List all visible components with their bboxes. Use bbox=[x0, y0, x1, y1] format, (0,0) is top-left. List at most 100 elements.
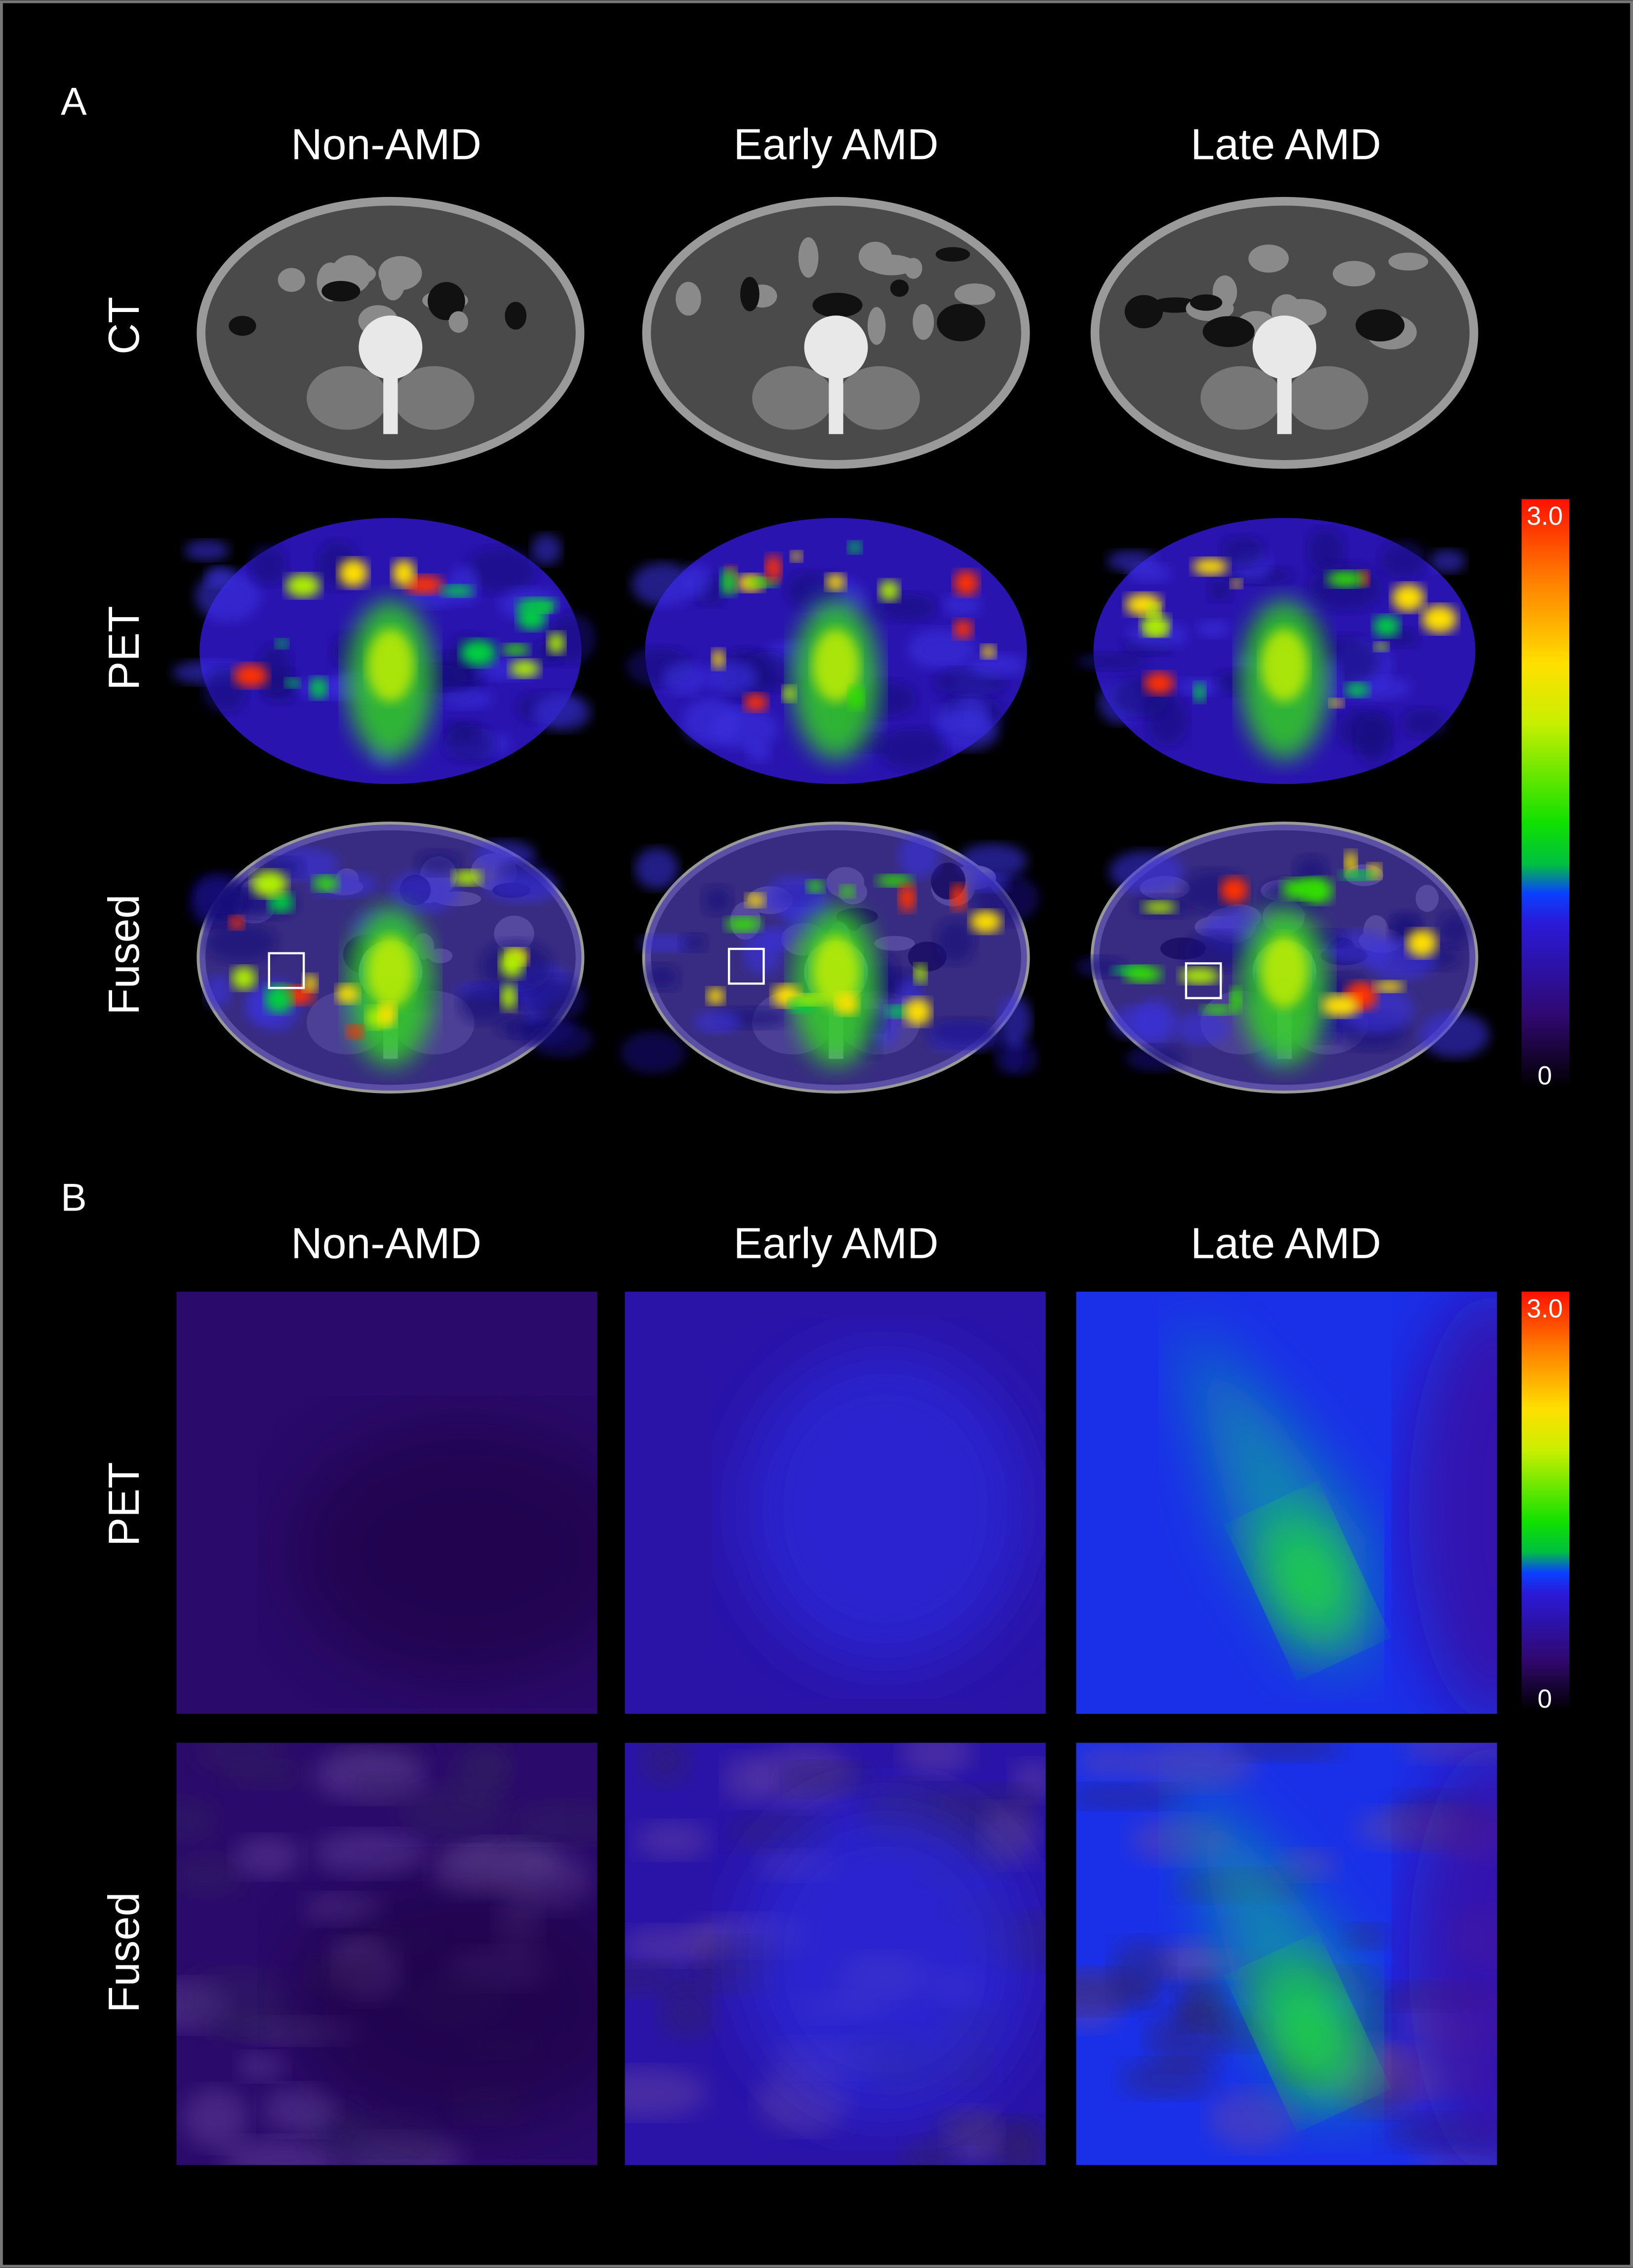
pet-noise bbox=[705, 661, 758, 694]
zoom-texture bbox=[900, 1743, 973, 1776]
pet-hotspot bbox=[1124, 966, 1162, 983]
pet-scan bbox=[1076, 518, 1475, 784]
zoom-texture bbox=[625, 1961, 685, 1996]
row-label: Fused bbox=[99, 1892, 148, 2013]
pet-noise bbox=[1076, 652, 1148, 670]
zoom-texture bbox=[262, 2085, 337, 2134]
pet-hotspot bbox=[826, 573, 846, 591]
zoom-texture bbox=[1208, 2089, 1297, 2150]
pet-hotspot bbox=[765, 554, 782, 582]
ct-organ bbox=[890, 279, 909, 297]
pet-noise bbox=[878, 728, 946, 770]
zoom-texture bbox=[233, 1837, 302, 1878]
roi-box bbox=[1185, 962, 1222, 999]
pet-scan bbox=[627, 518, 1027, 784]
zoom-shade bbox=[292, 1873, 597, 2133]
ct-organ bbox=[505, 302, 527, 330]
zoom-texture bbox=[176, 1853, 244, 1897]
panel-label: A bbox=[61, 79, 87, 123]
pet-hotspot bbox=[914, 964, 927, 984]
pet-noise bbox=[184, 540, 230, 561]
pet-hotspot bbox=[953, 619, 973, 639]
ct-spine bbox=[383, 369, 398, 434]
ct-vertebra bbox=[804, 315, 868, 379]
pet-hotspot bbox=[707, 987, 725, 1005]
colorbar-max-label: 3.0 bbox=[1527, 1294, 1563, 1323]
ct-organ bbox=[935, 247, 970, 262]
zoom-texture bbox=[1137, 1743, 1256, 1790]
pet-noise bbox=[389, 870, 459, 913]
pet-hotspot bbox=[1142, 901, 1177, 913]
pet-noise bbox=[682, 698, 740, 744]
panel-label: B bbox=[61, 1175, 87, 1219]
pet-hotspot bbox=[303, 974, 318, 992]
pet-hotspot bbox=[1422, 605, 1457, 633]
pet-hotspot bbox=[338, 559, 368, 587]
pet-hotspot bbox=[1373, 615, 1400, 637]
pet-hotspot bbox=[848, 541, 862, 554]
roi-box bbox=[268, 952, 305, 989]
zoom-texture bbox=[182, 2087, 249, 2150]
pet-spine-core bbox=[813, 936, 859, 1009]
pet-hotspot bbox=[1326, 571, 1365, 587]
zoom-texture bbox=[194, 1743, 288, 1773]
pet-noise bbox=[644, 964, 679, 990]
ct-spine bbox=[829, 369, 843, 434]
ct-scan bbox=[642, 196, 1030, 469]
pet-hotspot bbox=[879, 580, 900, 601]
ct-vertebra bbox=[358, 315, 423, 379]
pet-hotspot bbox=[346, 1025, 364, 1039]
ct-organ bbox=[1248, 244, 1289, 273]
zoom-pet bbox=[625, 1291, 1046, 1714]
pet-hotspot bbox=[1194, 682, 1206, 703]
ct-organ bbox=[867, 307, 886, 345]
pet-hotspot bbox=[886, 1005, 910, 1018]
roi-box bbox=[728, 947, 765, 985]
pet-noise bbox=[968, 874, 1009, 892]
pet-hotspot bbox=[285, 678, 300, 688]
colorbar-min-label: 0 bbox=[1538, 1684, 1552, 1714]
pet-hotspot bbox=[1321, 994, 1360, 1017]
pet-hotspot bbox=[1345, 682, 1370, 697]
pet-noise bbox=[249, 545, 287, 585]
pet-noise bbox=[970, 653, 1026, 678]
zoom-texture bbox=[1120, 2059, 1217, 2098]
zoom-texture bbox=[778, 1762, 872, 1797]
pet-noise bbox=[195, 570, 261, 622]
pet-hotspot bbox=[1340, 870, 1377, 880]
zoom-pet bbox=[176, 1291, 597, 1714]
pet-noise bbox=[194, 881, 244, 925]
pet-hotspot bbox=[848, 685, 864, 710]
zoom-texture bbox=[1275, 1849, 1339, 1880]
row-label: PET bbox=[99, 1462, 148, 1546]
pet-hotspot bbox=[951, 884, 966, 911]
ct-organ bbox=[229, 315, 256, 336]
pet-hotspot bbox=[1329, 698, 1344, 708]
pet-noise bbox=[935, 919, 976, 964]
zoom-texture bbox=[1341, 1924, 1391, 1949]
zoom-texture bbox=[237, 2052, 288, 2081]
pet-noise bbox=[1208, 579, 1233, 602]
pet-hotspot bbox=[981, 645, 996, 659]
pet-hotspot bbox=[501, 983, 517, 1011]
ct-muscle bbox=[1287, 366, 1368, 430]
pet-noise bbox=[1221, 536, 1266, 568]
pet-hotspot bbox=[502, 644, 530, 656]
zoom-texture bbox=[1232, 1743, 1343, 1760]
pet-noise bbox=[485, 871, 559, 903]
fused-scan bbox=[189, 821, 593, 1094]
pet-spine-core bbox=[1261, 936, 1308, 1009]
pet-hotspot bbox=[904, 998, 931, 1026]
ct-organ bbox=[381, 262, 405, 301]
ct-spine bbox=[1277, 369, 1292, 434]
pet-hotspot bbox=[1141, 614, 1170, 636]
zoom-uptake-core bbox=[1258, 1964, 1357, 2100]
ct-organ bbox=[1190, 294, 1223, 311]
pet-noise bbox=[1134, 999, 1177, 1047]
ct-organ bbox=[798, 237, 819, 278]
colorbar bbox=[1521, 499, 1570, 1088]
ct-organ bbox=[740, 276, 759, 312]
ct-muscle bbox=[838, 366, 920, 430]
pet-hotspot bbox=[899, 884, 916, 912]
pet-hotspot bbox=[313, 875, 339, 892]
